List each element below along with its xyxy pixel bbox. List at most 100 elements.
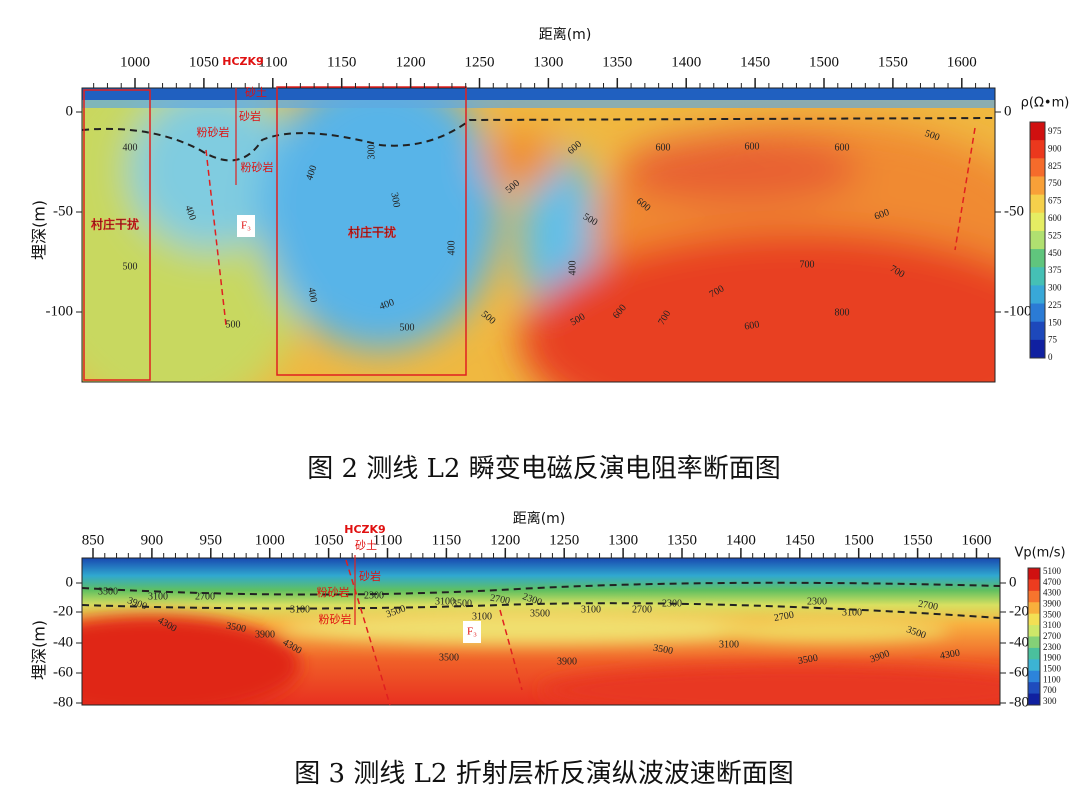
fault-label: F₃ xyxy=(241,220,251,232)
colorbar-swatch xyxy=(1030,212,1045,232)
colorbar-swatch xyxy=(1030,122,1045,141)
contour-label: 700 xyxy=(800,259,815,270)
x-tick-label: 950 xyxy=(200,532,223,548)
x-tick-label: 1600 xyxy=(947,54,977,70)
contour-label: 400 xyxy=(182,204,197,222)
stratum-label: 粉砂岩 xyxy=(319,612,352,626)
contour-label: 400 xyxy=(567,261,578,276)
contour-label: 3100 xyxy=(435,596,455,607)
colorbar-label: Vp(m/s) xyxy=(1014,546,1065,561)
x-axis-label: 距离(m) xyxy=(539,26,592,43)
contour-label: 3500 xyxy=(225,621,247,635)
x-tick-label: 1550 xyxy=(903,532,933,548)
contour-label: 400 xyxy=(123,142,138,153)
colorbar-swatch xyxy=(1028,670,1040,683)
colorbar-tick-label: 300 xyxy=(1043,696,1057,706)
colorbar-swatch xyxy=(1028,636,1040,649)
stratum-label: 粉砂岩 xyxy=(241,160,274,174)
x-tick-label: 1050 xyxy=(314,532,344,548)
contour-label: 600 xyxy=(744,319,761,332)
stratum-label: 砂岩 xyxy=(239,109,261,123)
colorbar-tick-label: 300 xyxy=(1048,283,1062,293)
fault-line xyxy=(345,559,391,706)
fault-line xyxy=(499,609,523,691)
x-tick-label: 1600 xyxy=(962,532,992,548)
contour-label: 3500 xyxy=(98,586,118,597)
colorbar-tick-label: 1900 xyxy=(1043,653,1062,663)
x-tick-label: 1050 xyxy=(189,54,219,70)
stratum-label: 砂土 xyxy=(355,539,377,552)
colorbar-swatch xyxy=(1030,339,1045,359)
y-tick-label: -100 xyxy=(1004,303,1032,319)
x-tick-label: 1300 xyxy=(608,532,638,548)
caption: 图 2 测线 L2 瞬变电磁反演电阻率断面图 xyxy=(307,454,780,484)
contour-label: 3500 xyxy=(452,598,472,609)
x-tick-label: 900 xyxy=(141,532,164,548)
contour-label: 2700 xyxy=(773,610,795,624)
y-tick-label: -40 xyxy=(1009,634,1029,650)
y-tick-label: -80 xyxy=(53,694,73,710)
colorbar-tick-label: 600 xyxy=(1048,213,1062,223)
caption: 图 3 测线 L2 折射层析反演纵波波速断面图 xyxy=(294,759,793,789)
fault-line xyxy=(954,127,976,251)
contour-label: 3100 xyxy=(581,604,601,615)
interface-line xyxy=(81,581,1001,596)
contour-label: 600 xyxy=(835,142,850,153)
x-tick-label: 1150 xyxy=(327,54,356,70)
colorbar-tick-label: 3100 xyxy=(1043,620,1062,630)
colorbar-swatch xyxy=(1028,693,1040,706)
x-tick-label: 1200 xyxy=(490,532,520,548)
contour-label: 3100 xyxy=(472,611,492,622)
interface-line xyxy=(81,602,1001,619)
colorbar-tick-label: 0 xyxy=(1048,352,1053,362)
contour-label: 3500 xyxy=(797,653,819,667)
contour-label: 400 xyxy=(446,241,457,256)
contour-label: 400 xyxy=(378,297,396,312)
colorbar-tick-label: 450 xyxy=(1048,248,1062,258)
contour-label: 2700 xyxy=(489,593,511,607)
contour-label: 500 xyxy=(923,128,941,143)
interference-box xyxy=(83,89,151,381)
contour-label: 2300 xyxy=(364,590,384,601)
x-tick-label: 1500 xyxy=(809,54,839,70)
colorbar-tick-label: 700 xyxy=(1043,685,1057,695)
contour-label: 3500 xyxy=(439,652,459,663)
contour-label: 500 xyxy=(400,322,415,333)
contour-label: 300 xyxy=(388,192,401,209)
contour-label: 3100 xyxy=(290,604,310,615)
colorbar-swatch xyxy=(1030,158,1045,177)
contour-label: 800 xyxy=(835,307,850,318)
colorbar-swatch xyxy=(1028,579,1040,592)
y-tick-label: -20 xyxy=(53,603,73,619)
colorbar-swatch xyxy=(1030,230,1045,250)
y-tick-label: -60 xyxy=(1009,664,1029,680)
interface-line xyxy=(81,117,996,162)
stratum-label: 砂土 xyxy=(245,86,267,99)
colorbar-swatch xyxy=(1030,267,1045,286)
interference-box xyxy=(276,86,467,376)
contour-label: 300 xyxy=(366,145,377,160)
colorbar-tick-label: 4700 xyxy=(1043,577,1062,587)
y-tick-label: -50 xyxy=(53,203,73,219)
colorbar-tick-label: 2300 xyxy=(1043,642,1062,652)
y-tick-label: 0 xyxy=(66,574,74,590)
colorbar-tick-label: 75 xyxy=(1048,335,1058,345)
y-tick-label: -40 xyxy=(53,634,73,650)
x-tick-label: 1550 xyxy=(878,54,908,70)
y-tick-label: -50 xyxy=(1004,203,1024,219)
contour-label: 2700 xyxy=(632,604,652,615)
y-tick-label: -100 xyxy=(46,303,74,319)
colorbar-frame xyxy=(1027,567,1041,706)
x-tick-label: 1400 xyxy=(726,532,756,548)
x-tick-label: 1500 xyxy=(844,532,874,548)
colorbar-tick-label: 675 xyxy=(1048,196,1062,206)
colorbar-tick-label: 375 xyxy=(1048,265,1062,275)
y-tick-label: -80 xyxy=(1009,694,1029,710)
colorbar-swatch xyxy=(1030,321,1045,341)
x-tick-label: 1000 xyxy=(120,54,150,70)
contour-label: 2300 xyxy=(807,596,827,607)
x-tick-label: 1100 xyxy=(373,532,402,548)
colorbar-tick-label: 750 xyxy=(1048,178,1062,188)
colorbar-tick-label: 975 xyxy=(1048,126,1062,136)
